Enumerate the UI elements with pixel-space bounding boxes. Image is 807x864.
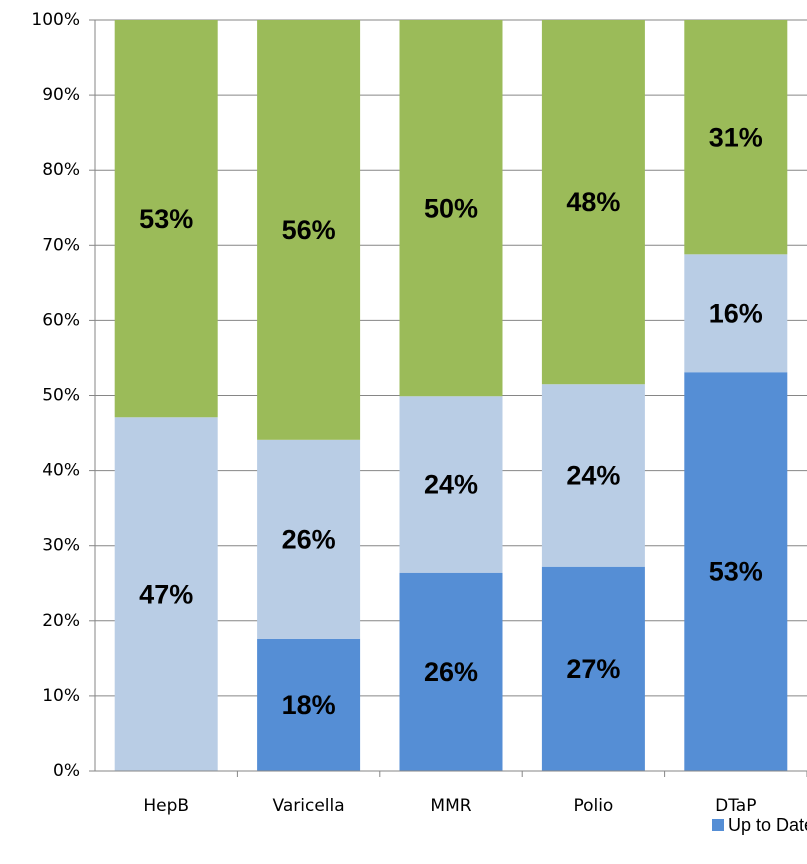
data-label: 18% [282,690,336,720]
y-tick-label: 90% [42,85,80,105]
data-label: 16% [709,298,763,328]
x-tick-label: Polio [573,796,613,816]
data-label: 27% [566,654,620,684]
bar-segment [114,417,218,771]
bar-segment [541,566,645,771]
x-tick-label: Varicella [273,796,345,816]
bar-segment [541,20,645,385]
bar-segment [257,638,361,771]
data-label: 53% [709,557,763,587]
bar-segment [257,20,361,440]
y-tick-label: 10% [42,686,80,706]
data-label: 24% [424,470,478,500]
bar-segment [684,20,788,255]
bar-segment [399,572,503,771]
data-label: 56% [282,215,336,245]
legend-swatch [712,819,724,831]
data-label: 48% [566,187,620,217]
y-tick-label: 100% [31,10,80,30]
x-tick-label: HepB [143,796,189,816]
y-tick-label: 50% [42,386,80,406]
bar-segment [399,396,503,573]
bar-segment [114,20,218,418]
y-tick-label: 60% [42,310,80,330]
x-tick-label: DTaP [715,796,756,816]
bar-segment [684,254,788,373]
data-label: 31% [709,122,763,152]
bar-segment [257,439,361,639]
y-tick-label: 30% [42,536,80,556]
data-label: 26% [282,524,336,554]
bar-segment [684,372,788,771]
bar-segment [399,20,503,397]
y-tick-label: 20% [42,611,80,631]
y-tick-label: 0% [53,761,80,781]
x-tick-label: MMR [430,796,471,816]
data-label: 26% [424,657,478,687]
bar-segment [541,384,645,567]
y-tick-label: 40% [42,461,80,481]
data-label: 53% [139,204,193,234]
data-label: 50% [424,193,478,223]
y-tick-label: 80% [42,160,80,180]
data-label: 24% [566,461,620,491]
legend-label: Up to Date [728,815,807,835]
y-tick-label: 70% [42,235,80,255]
data-label: 47% [139,579,193,609]
